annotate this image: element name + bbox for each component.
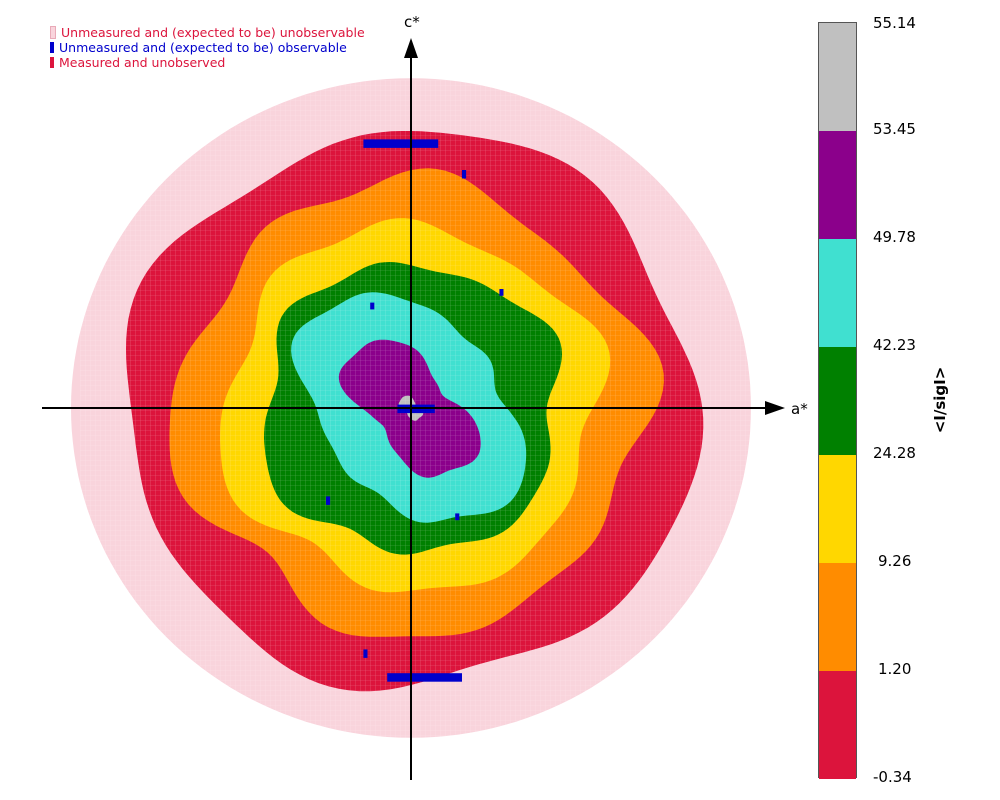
legend-swatch bbox=[50, 42, 54, 53]
colorbar-segment bbox=[819, 239, 856, 347]
colorbar-tick-label: 24.28 bbox=[873, 444, 916, 462]
unmeasured-observable-cell bbox=[363, 649, 368, 658]
colorbar-tick-label: -0.34 bbox=[873, 768, 912, 786]
colorbar-tick-label: 9.26 bbox=[878, 552, 912, 570]
colorbar-segment bbox=[819, 131, 856, 239]
colorbar-title: <I/sigI> bbox=[931, 366, 949, 434]
colorbar-segment bbox=[819, 23, 856, 131]
legend-label: Unmeasured and (expected to be) unobserv… bbox=[61, 25, 365, 40]
colorbar-segment bbox=[819, 347, 856, 455]
legend-item-measured-unobserved: Measured and unobserved bbox=[50, 55, 365, 70]
unmeasured-observable-cell bbox=[363, 139, 439, 148]
unmeasured-observable-cell bbox=[462, 170, 467, 179]
y-axis-arrow bbox=[404, 38, 418, 58]
unmeasured-observable-cell bbox=[455, 513, 460, 521]
legend: Unmeasured and (expected to be) unobserv… bbox=[50, 25, 365, 70]
colorbar-segment bbox=[819, 455, 856, 563]
colorbar-tick-label: 1.20 bbox=[878, 660, 912, 678]
legend-label: Unmeasured and (expected to be) observab… bbox=[59, 40, 347, 55]
legend-item-unmeasured-observable: Unmeasured and (expected to be) observab… bbox=[50, 40, 365, 55]
colorbar-tick-label: 53.45 bbox=[873, 120, 916, 138]
legend-label: Measured and unobserved bbox=[59, 55, 226, 70]
colorbar-tick-label: 42.23 bbox=[873, 336, 916, 354]
y-axis-label: c* bbox=[404, 13, 420, 31]
colorbar-tick-label: 55.14 bbox=[873, 14, 916, 32]
colorbar-tick-label: 49.78 bbox=[873, 228, 916, 246]
legend-swatch bbox=[50, 57, 54, 68]
colorbar-segment bbox=[819, 671, 856, 779]
unmeasured-observable-cell bbox=[370, 302, 375, 310]
legend-item-unmeasured-unobservable: Unmeasured and (expected to be) unobserv… bbox=[50, 25, 365, 40]
unmeasured-observable-cell bbox=[387, 673, 462, 682]
unmeasured-observable-cell bbox=[326, 496, 331, 505]
x-axis-label: a* bbox=[791, 400, 808, 418]
reciprocal-space-plot bbox=[42, 38, 785, 780]
colorbar-segment bbox=[819, 563, 856, 671]
legend-swatch bbox=[50, 26, 56, 39]
x-axis-arrow bbox=[765, 401, 785, 415]
unmeasured-observable-cell bbox=[499, 289, 504, 296]
colorbar bbox=[818, 22, 857, 779]
